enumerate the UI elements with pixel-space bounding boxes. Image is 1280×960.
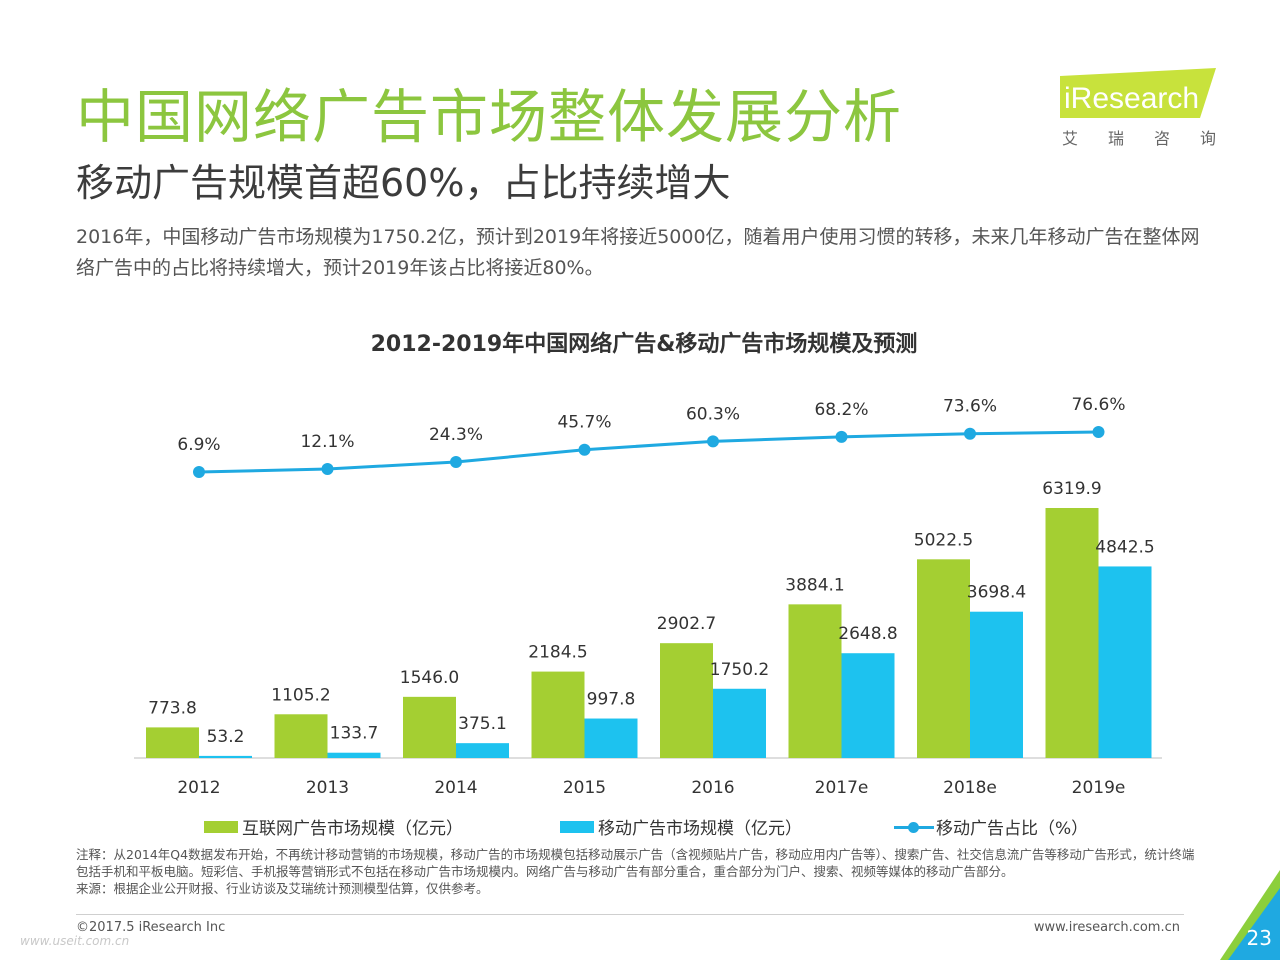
share-point-2015 (578, 443, 591, 456)
x-tick-label-2014: 2014 (434, 778, 477, 798)
share-point-2017e (835, 430, 848, 443)
website: www.iresearch.com.cn (1033, 920, 1180, 935)
bar-mobile-2013 (327, 752, 381, 758)
data-label-internet-2016: 2902.7 (657, 614, 716, 634)
share-label-2012: 6.9% (177, 435, 220, 455)
bar-internet-2018e (917, 559, 970, 758)
data-label-internet-2012: 773.8 (148, 698, 197, 718)
x-tick-label-2018e: 2018e (943, 778, 997, 798)
share-point-2013 (321, 463, 334, 476)
watermark: www.useit.com.cn (20, 934, 130, 948)
x-tick-label-2013: 2013 (306, 778, 349, 798)
bar-internet-2019e (1045, 508, 1099, 758)
source-text: 来源：根据企业公开财报、行业访谈及艾瑞统计预测模型估算，仅供参考。 (76, 881, 489, 896)
data-label-mobile-2015: 997.8 (587, 690, 636, 710)
legend-label-share: 移动广告占比（%） (936, 819, 1089, 839)
share-label-2014: 24.3% (429, 425, 483, 445)
share-label-2016: 60.3% (686, 404, 740, 424)
data-label-internet-2018e: 5022.5 (914, 530, 973, 550)
legend-swatch-internet (204, 820, 238, 833)
svg-text:iResearch: iResearch (1064, 82, 1199, 115)
share-point-2019e (1092, 426, 1105, 438)
bar-mobile-2012 (199, 755, 252, 758)
share-point-2016 (707, 435, 719, 448)
bar-internet-2014 (403, 696, 456, 758)
bar-internet-2017e (788, 604, 842, 758)
bar-mobile-2016 (713, 688, 766, 758)
legend-label-mobile: 移动广告市场规模（亿元） (598, 819, 802, 839)
data-label-internet-2017e: 3884.1 (785, 575, 844, 595)
page-number: 23 (1246, 926, 1272, 950)
bar-mobile-2014 (456, 743, 509, 758)
share-label-2018e: 73.6% (943, 397, 997, 417)
bar-internet-2012 (146, 727, 199, 758)
bar-internet-2015 (531, 671, 585, 758)
iresearch-logo: iResearch (1060, 68, 1216, 118)
bar-mobile-2017e (841, 653, 895, 758)
data-label-mobile-2016: 1750.2 (710, 660, 769, 680)
share-label-2017e: 68.2% (814, 400, 868, 420)
x-tick-label-2012: 2012 (177, 778, 220, 798)
data-label-internet-2013: 1105.2 (271, 685, 330, 705)
data-label-internet-2015: 2184.5 (528, 643, 587, 663)
data-label-internet-2019e: 6319.9 (1042, 479, 1101, 499)
legend-item-share: 移动广告占比（%） (894, 814, 1088, 839)
chart-title: 2012-2019年中国网络广告&移动广告市场规模及预测 (370, 332, 918, 357)
x-tick-label-2016: 2016 (691, 778, 734, 798)
data-label-mobile-2012: 53.2 (207, 727, 245, 747)
data-label-mobile-2019e: 4842.5 (1095, 537, 1154, 557)
logo-cn-text: 艾瑞咨询 (1062, 129, 1247, 148)
bar-mobile-2015 (584, 718, 638, 758)
data-label-mobile-2017e: 2648.8 (838, 624, 897, 644)
share-label-2015: 45.7% (557, 413, 611, 433)
legend-swatch-share (894, 821, 934, 833)
x-tick-label-2019e: 2019e (1072, 778, 1126, 798)
bar-mobile-2018e (970, 611, 1023, 758)
bar-internet-2013 (274, 714, 328, 758)
legend-item-mobile: 移动广告市场规模（亿元） (560, 814, 802, 839)
bar-internet-2016 (660, 643, 713, 758)
share-point-2012 (193, 466, 205, 478)
data-label-internet-2014: 1546.0 (400, 668, 459, 688)
footer-divider (76, 914, 1184, 915)
corner-decoration (1220, 870, 1280, 960)
legend-label-internet: 互联网广告市场规模（亿元） (242, 819, 463, 839)
data-label-mobile-2018e: 3698.4 (967, 583, 1026, 603)
note-text: 注释：从2014年Q4数据发布开始，不再统计移动营销的市场规模，移动广告的市场规… (76, 847, 1195, 879)
data-label-mobile-2013: 133.7 (330, 724, 379, 744)
copyright: ©2017.5 iResearch Inc (76, 920, 226, 935)
page-title: 中国网络广告市场整体发展分析 (76, 83, 903, 151)
legend-swatch-mobile (560, 820, 594, 833)
share-line (198, 430, 1099, 474)
share-label-2013: 12.1% (300, 432, 354, 452)
x-tick-label-2017e: 2017e (815, 778, 869, 798)
legend-item-internet: 互联网广告市场规模（亿元） (204, 814, 463, 839)
share-point-2014 (450, 456, 462, 469)
x-tick-label-2015: 2015 (563, 778, 606, 798)
share-point-2018e (964, 427, 976, 440)
share-label-2019e: 76.6% (1071, 395, 1125, 415)
data-label-mobile-2014: 375.1 (458, 714, 507, 734)
page-subtitle: 移动广告规模首超60%，占比持续增大 (76, 161, 731, 205)
bar-mobile-2019e (1098, 566, 1152, 758)
description-text: 2016年，中国移动广告市场规模为1750.2亿，预计到2019年将接近5000… (76, 226, 1200, 279)
footnote: 注释：从2014年Q4数据发布开始，不再统计移动营销的市场规模，移动广告的市场规… (76, 846, 1196, 897)
